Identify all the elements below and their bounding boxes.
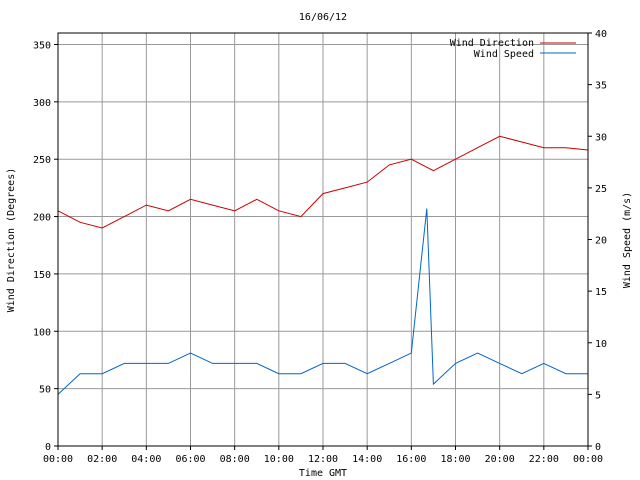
x-axis-label: Time GMT [299,468,347,479]
x-tick-label: 18:00 [440,454,470,465]
legend-label-wind-speed: Wind Speed [474,49,534,60]
right-axis-label: Wind Speed (m/s) [622,192,633,288]
series-line-wind-speed [57,208,588,395]
left-tick-label: 100 [33,327,51,338]
x-tick-label: 16:00 [396,454,426,465]
x-axis: 00:00 02:00 04:00 06:00 08:00 10:00 12:00 14:00… [43,446,603,465]
right-tick-label: 20 [595,236,607,247]
right-tick-label: 30 [595,132,607,143]
left-tick-label: 50 [39,385,51,396]
right-tick-label: 15 [595,287,607,298]
left-axis: 0 50 100 150 200 250 300 350 [33,40,58,453]
x-tick-label: 12:00 [308,454,338,465]
right-tick-label: 0 [595,442,601,453]
x-tick-label: 04:00 [131,454,161,465]
right-tick-label: 10 [595,339,607,350]
left-tick-label: 250 [33,155,51,166]
grid [58,33,588,446]
left-tick-label: 300 [33,98,51,109]
x-tick-label: 20:00 [485,454,515,465]
left-tick-label: 350 [33,40,51,51]
series-layer [57,135,589,395]
chart-title: 16/06/12 [299,12,347,23]
right-tick-label: 35 [595,81,607,92]
right-tick-label: 5 [595,390,601,401]
series-line-wind-direction [57,135,589,229]
x-tick-label: 08:00 [220,454,250,465]
x-tick-label: 02:00 [87,454,117,465]
right-tick-label: 40 [595,29,607,40]
x-tick-label: 00:00 [43,454,73,465]
left-tick-label: 200 [33,213,51,224]
x-tick-label: 06:00 [175,454,205,465]
left-tick-label: 150 [33,270,51,281]
legend-label-wind-direction: Wind Direction [450,38,534,49]
x-tick-label: 14:00 [352,454,382,465]
left-axis-label: Wind Direction (Degrees) [6,168,17,313]
x-tick-label: 00:00 [573,454,603,465]
right-tick-label: 25 [595,184,607,195]
x-tick-label: 22:00 [529,454,559,465]
legend: Wind Direction Wind Speed [450,38,576,60]
right-axis: 0 5 10 15 20 25 30 35 40 [588,29,607,453]
x-tick-label: 10:00 [264,454,294,465]
left-tick-label: 0 [45,442,51,453]
